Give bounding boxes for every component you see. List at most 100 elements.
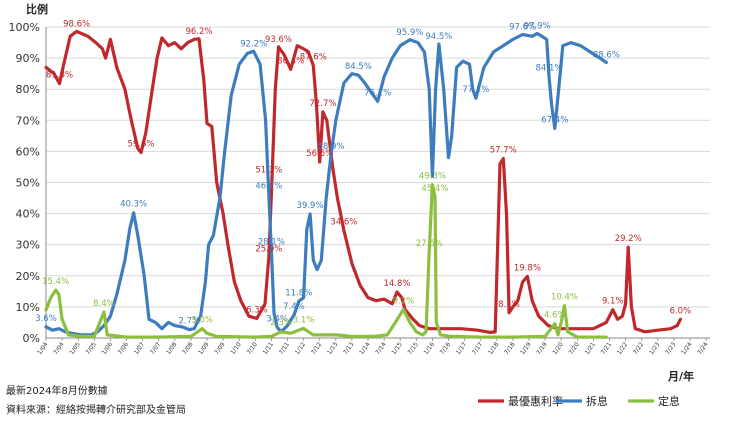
x-tick-label: 1/07	[133, 341, 147, 356]
data-label: 86.4%	[277, 56, 304, 66]
x-axis-title: 月/年	[667, 369, 694, 383]
y-tick-label: 50%	[16, 177, 40, 190]
data-label: 27.6%	[416, 239, 443, 249]
data-label: 6.0%	[670, 306, 692, 316]
data-label: 76.1%	[364, 88, 391, 98]
data-label: 92.2%	[240, 39, 267, 49]
data-label: 94.5%	[425, 32, 452, 42]
x-tick-label: 1/23	[648, 341, 662, 356]
y-tick-label: 100%	[9, 21, 40, 34]
x-tick-label: 1/21	[584, 341, 598, 356]
x-tick-label: 7/18	[503, 341, 517, 356]
x-tick-label: 7/10	[245, 341, 259, 356]
x-tick-label: 7/13	[342, 341, 356, 356]
footnote-source: 資料來源：經絡按揭轉介研究部及金管局	[6, 405, 186, 416]
x-tick-label: 7/11	[278, 341, 292, 356]
x-tick-label: 7/24	[696, 341, 710, 356]
x-tick-label: 7/05	[84, 341, 98, 356]
footnote-latest: 最新2024年8月份數據	[6, 386, 108, 397]
data-label: 40.3%	[120, 200, 147, 210]
x-tick-label: 1/15	[390, 341, 404, 356]
x-tick-label: 1/22	[616, 341, 630, 356]
data-label: 3.6%	[35, 314, 57, 324]
x-tick-label: 1/05	[68, 341, 82, 356]
data-label: 9.2%	[393, 296, 415, 306]
data-labels: 81.8% 98.6% 59.6% 96.2% 25.9% 6.3% 51.3% 93.6% 8…	[35, 19, 691, 327]
data-label: 3.4%	[266, 314, 288, 324]
data-label: 88.6%	[593, 50, 620, 60]
data-label: 72.7%	[309, 99, 336, 109]
data-label: 93.6%	[265, 35, 292, 45]
y-tick-label: 90%	[16, 52, 40, 65]
y-tick-label: 0%	[23, 332, 40, 345]
data-label: 81.8%	[46, 71, 73, 81]
data-label: 7.4%	[283, 302, 305, 312]
data-label: 28.1%	[258, 238, 285, 248]
data-label: 84.5%	[345, 62, 372, 72]
data-label: 39.9%	[297, 201, 324, 211]
x-tick-label: 7/04	[52, 341, 66, 356]
data-label: 98.6%	[63, 19, 90, 29]
data-label: 8.1%	[498, 300, 520, 310]
x-tick-label: 7/15	[406, 341, 420, 356]
y-tick-label: 40%	[16, 208, 40, 221]
x-axis-ticks: 1/04 7/04 1/05 7/05 1/06 7/06 1/07 7/07 1/08 7/08…	[36, 341, 710, 356]
series-lines	[44, 29, 682, 339]
x-tick-label: 1/16	[423, 341, 437, 356]
x-tick-label: 7/19	[535, 341, 549, 356]
data-label: 14.8%	[383, 279, 410, 289]
x-tick-label: 1/10	[229, 341, 243, 356]
legend-label-1: 拆息	[586, 394, 608, 408]
data-label: 3.0%	[191, 316, 213, 326]
data-label: 34.6%	[330, 217, 357, 227]
data-label: 25.9%	[255, 244, 282, 254]
series-line-2	[44, 183, 608, 339]
x-tick-label: 1/17	[455, 341, 469, 356]
data-label: 45.4%	[421, 184, 448, 194]
y-axis-ticks: 0% 10% 20% 30% 40% 50% 60% 70% 80% 90% 100%	[9, 21, 40, 345]
data-label: 57.7%	[490, 146, 517, 156]
data-label: 95.9%	[396, 28, 423, 38]
data-label: 2.7%	[178, 317, 200, 327]
x-tick-label: 7/06	[117, 341, 131, 356]
data-label: 46.2%	[255, 181, 282, 191]
x-tick-label: 7/07	[149, 341, 163, 356]
data-label: 77.1%	[462, 85, 489, 95]
series-line-1	[44, 31, 608, 337]
legend: 最優惠利率 拆息 定息	[478, 394, 680, 408]
y-tick-label: 60%	[16, 145, 40, 158]
data-label: 3.1%	[293, 315, 315, 325]
y-tick-label: 70%	[16, 114, 40, 127]
x-tick-label: 7/20	[567, 341, 581, 356]
data-label: 15.4%	[42, 277, 69, 287]
x-tick-label: 1/13	[326, 341, 340, 356]
legend-label-2: 定息	[658, 394, 680, 408]
data-label: 4.6%	[544, 311, 566, 321]
x-tick-label: 1/19	[519, 341, 533, 356]
x-tick-label: 1/08	[165, 341, 179, 356]
y-tick-label: 30%	[16, 239, 40, 252]
x-tick-label: 1/20	[551, 341, 565, 356]
data-label: 8.4%	[93, 299, 115, 309]
x-tick-label: 1/14	[358, 341, 372, 356]
x-tick-label: 7/21	[600, 341, 614, 356]
x-tick-label: 7/12	[310, 341, 324, 356]
data-label: 2.3%	[270, 318, 292, 328]
data-label: 58.9%	[317, 142, 344, 152]
legend-label-0: 最優惠利率	[508, 394, 563, 408]
y-tick-label: 80%	[16, 83, 40, 96]
data-label: 96.2%	[185, 27, 212, 37]
x-tick-label: 7/22	[632, 341, 646, 356]
x-tick-label: 7/08	[181, 341, 195, 356]
data-label: 67.4%	[541, 115, 568, 125]
x-tick-label: 1/12	[294, 341, 308, 356]
x-tick-label: 7/09	[213, 341, 227, 356]
x-tick-label: 1/24	[680, 341, 694, 356]
data-label: 49.3%	[419, 172, 446, 182]
y-tick-label: 10%	[16, 301, 40, 314]
x-tick-label: 7/23	[664, 341, 678, 356]
data-label: 10.4%	[551, 293, 578, 303]
x-tick-label: 1/11	[262, 341, 276, 356]
data-label: 11.8%	[285, 288, 312, 298]
